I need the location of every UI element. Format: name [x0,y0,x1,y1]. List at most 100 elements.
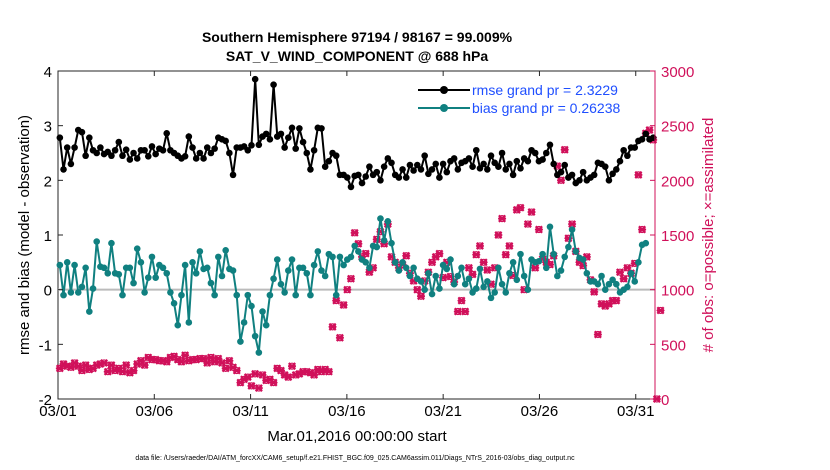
bias-point [572,248,580,255]
rmse-point [343,174,351,181]
obs-possible-marker [129,366,138,375]
rmse-point [428,166,436,173]
bias-point [137,259,145,266]
obs-possible-marker [413,286,421,294]
bias-point [332,291,340,299]
rmse-point [465,155,473,162]
rmse-point [454,166,462,173]
rmse-point [476,165,484,172]
bias-point [148,253,156,261]
x-tick-label: 03/01 [39,403,77,420]
bias-point [185,319,193,326]
rmse-point [620,146,627,154]
rmse-point [421,152,428,160]
rmse-point [414,161,421,169]
obs-possible-marker [594,330,602,339]
obs-possible-marker [155,357,163,365]
bias-point [583,269,591,277]
bias-point [100,264,108,272]
bias-point [428,290,436,298]
obs-possible-marker [465,264,473,272]
obs-possible-marker [561,146,569,154]
rmse-point [613,166,620,173]
obs-possible-marker [362,249,370,258]
rmse-point [93,149,100,157]
rmse-point [542,149,550,157]
bias-point [170,300,178,307]
obs-possible-marker [656,306,665,315]
bias-point [480,283,487,291]
bias-point [248,302,255,310]
y2-tick-label: 2000 [661,173,694,190]
rmse-point [277,130,285,138]
bias-point [86,308,93,315]
rmse-point [144,152,152,160]
rmse-point [362,173,370,180]
bias-point [366,264,373,272]
bias-point [554,272,561,280]
obs-possible-marker [107,361,116,369]
bias-point [450,280,458,288]
rmse-point [432,160,440,168]
rmse-point [332,152,340,160]
rmse-point [203,144,211,151]
bias-point [461,280,469,288]
obs-possible-marker [148,356,156,364]
bias-point [539,250,546,258]
rmse-point [141,146,148,154]
obs-possible-marker [281,371,289,379]
obs-possible-marker [288,362,296,370]
bias-point [281,289,288,296]
chart-title: Southern Hemisphere 97194 / 98167 = 99.0… [202,29,513,45]
obs-possible-marker [74,362,82,370]
obs-possible-marker [609,297,617,305]
rmse-point [509,171,517,179]
obs-possible-marker [100,359,108,367]
rmse-point [366,163,373,170]
rmse-point [82,152,89,160]
rmse-point [638,136,646,143]
bias-point [635,259,642,266]
obs-possible-marker [82,361,90,369]
obs-possible-marker [203,359,211,367]
y-tick-label: 3 [44,119,52,136]
obs-possible-marker [255,384,263,392]
bias-point [406,272,414,280]
rmse-point [229,171,237,179]
rmse-point [255,141,263,149]
rmse-point [495,163,502,170]
bias-point [509,259,517,266]
bias-point [270,275,277,283]
obs-possible-marker [177,358,186,366]
bias-point [395,267,403,274]
legend-bias-marker [440,104,448,112]
bias-point [288,256,296,263]
y-tick-label: 1 [44,228,52,245]
rmse-point [472,146,480,154]
bias-point [568,226,576,233]
rmse-point [506,160,513,168]
x-axis-label: Mar.01,2016 00:00:00 start [267,428,447,445]
bias-point [152,274,159,281]
obs-possible-marker [303,368,311,376]
rmse-point [270,81,277,88]
bias-point [377,215,384,222]
obs-possible-marker [645,126,654,134]
obs-possible-marker [454,307,462,316]
bias-point [207,279,215,287]
bias-point [506,269,513,277]
obs-possible-marker [63,362,71,370]
rmse-point [163,130,171,137]
bias-point [605,280,613,288]
obs-possible-marker [251,370,259,378]
bias-point [255,349,263,356]
rmse-point [642,130,650,138]
bias-point [203,264,211,272]
rmse-point [601,163,609,170]
rmse-point [122,146,130,154]
bias-point [196,248,204,255]
obs-possible-marker [402,252,410,260]
rmse-point [469,163,476,170]
rmse-point [425,170,432,178]
obs-possible-marker [188,356,197,364]
